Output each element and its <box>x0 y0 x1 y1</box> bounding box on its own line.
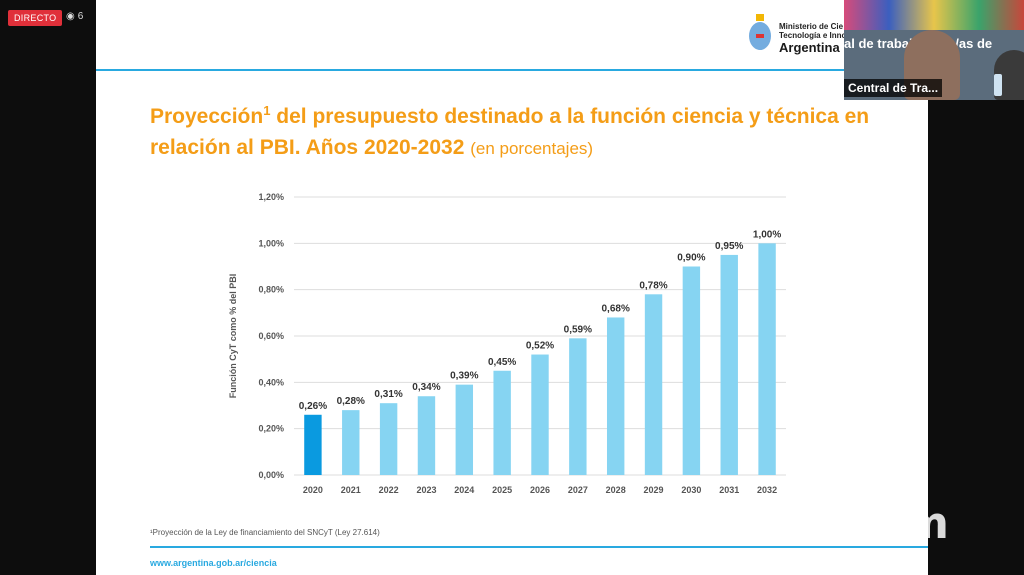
x-tick-label: 2022 <box>379 485 399 495</box>
data-label: 0,34% <box>412 382 440 393</box>
bar <box>682 266 701 475</box>
bar <box>304 414 322 475</box>
y-tick-label: 0,60% <box>258 331 284 341</box>
data-label: 0,39% <box>450 371 478 382</box>
zoom-watermark: zoom <box>820 498 949 549</box>
title-main: Proyección <box>150 105 264 128</box>
bar <box>606 317 625 475</box>
footnote: ¹Proyección de la Ley de financiamiento … <box>150 528 380 537</box>
data-label: 0,31% <box>374 389 402 400</box>
bar <box>531 354 549 475</box>
x-tick-label: 2025 <box>492 485 512 495</box>
x-tick-label: 2020 <box>303 485 323 495</box>
x-tick-label: 2032 <box>757 485 777 495</box>
viewer-count-value: 6 <box>77 11 84 22</box>
ministry-header: Ministerio de Cie Tecnología e Inno Arge… <box>779 22 846 55</box>
x-tick-label: 2021 <box>341 485 361 495</box>
webcam-video[interactable]: al de trabajadores/as de Central de Tra.… <box>844 0 1024 100</box>
country-name: Argentina <box>779 40 840 55</box>
data-label: 0,90% <box>677 253 705 264</box>
bar <box>758 243 776 475</box>
bar-chart: 0,00% 0,20% 0,40% 0,60% 0,80% 1,00% 1,20% 0,26%… <box>228 192 786 495</box>
ministry-line2: Tecnología e Inno <box>779 31 847 40</box>
x-tick-label: 2029 <box>644 485 664 495</box>
x-tick-label: 2024 <box>454 485 474 495</box>
y-tick-label: 0,20% <box>258 424 284 434</box>
x-tick-label: 2028 <box>606 485 626 495</box>
data-label: 0,95% <box>715 241 743 252</box>
x-tick-label: 2027 <box>568 485 588 495</box>
participant-name: Central de Tra... <box>844 79 943 97</box>
bottom-divider <box>150 546 928 548</box>
y-tick-label: 0,80% <box>258 285 284 295</box>
x-tick-label: 2023 <box>416 485 436 495</box>
y-tick-label: 0,00% <box>258 470 284 480</box>
eye-icon: ◉ <box>66 11 75 22</box>
webcam-banner-graphic <box>844 0 1024 30</box>
bar <box>455 384 474 475</box>
bar <box>493 370 511 475</box>
y-axis-label: Función CyT como % del PBI <box>228 274 238 399</box>
ministry-line1: Ministerio de Cie <box>779 22 844 31</box>
y-tick-label: 1,00% <box>258 238 284 248</box>
y-tick-label: 0,40% <box>258 377 284 387</box>
data-label: 1,00% <box>753 229 781 240</box>
live-badge: DIRECTO <box>8 10 63 26</box>
data-label: 0,59% <box>564 324 592 335</box>
x-tick-label: 2031 <box>719 485 739 495</box>
data-label: 0,45% <box>488 357 516 368</box>
viewer-count: ◉ 6 <box>66 11 83 22</box>
bar <box>342 410 360 475</box>
top-divider <box>96 69 928 71</box>
data-label: 0,52% <box>526 341 554 352</box>
slide-title: Proyección1 del presupuesto destinado a … <box>150 95 870 164</box>
data-label: 0,26% <box>299 401 327 412</box>
title-rest: del presupuesto destinado a la función c… <box>150 105 870 159</box>
y-tick-label: 1,20% <box>258 192 284 202</box>
bar <box>569 338 587 475</box>
water-bottle <box>994 74 1002 96</box>
bar <box>379 403 398 475</box>
bar <box>720 254 738 475</box>
title-sup: 1 <box>263 103 271 118</box>
x-tick-label: 2030 <box>681 485 701 495</box>
data-label: 0,68% <box>602 303 630 314</box>
data-label: 0,78% <box>639 280 667 291</box>
footer-url: www.argentina.gob.ar/ciencia <box>150 558 277 568</box>
coat-of-arms-logo <box>749 14 771 50</box>
presentation-slide: Ministerio de Cie Tecnología e Inno Arge… <box>96 0 928 575</box>
x-tick-label: 2026 <box>530 485 550 495</box>
data-label: 0,28% <box>337 396 365 407</box>
bar <box>644 294 663 475</box>
bar <box>417 396 436 475</box>
title-subtitle: (en porcentajes) <box>470 139 594 158</box>
